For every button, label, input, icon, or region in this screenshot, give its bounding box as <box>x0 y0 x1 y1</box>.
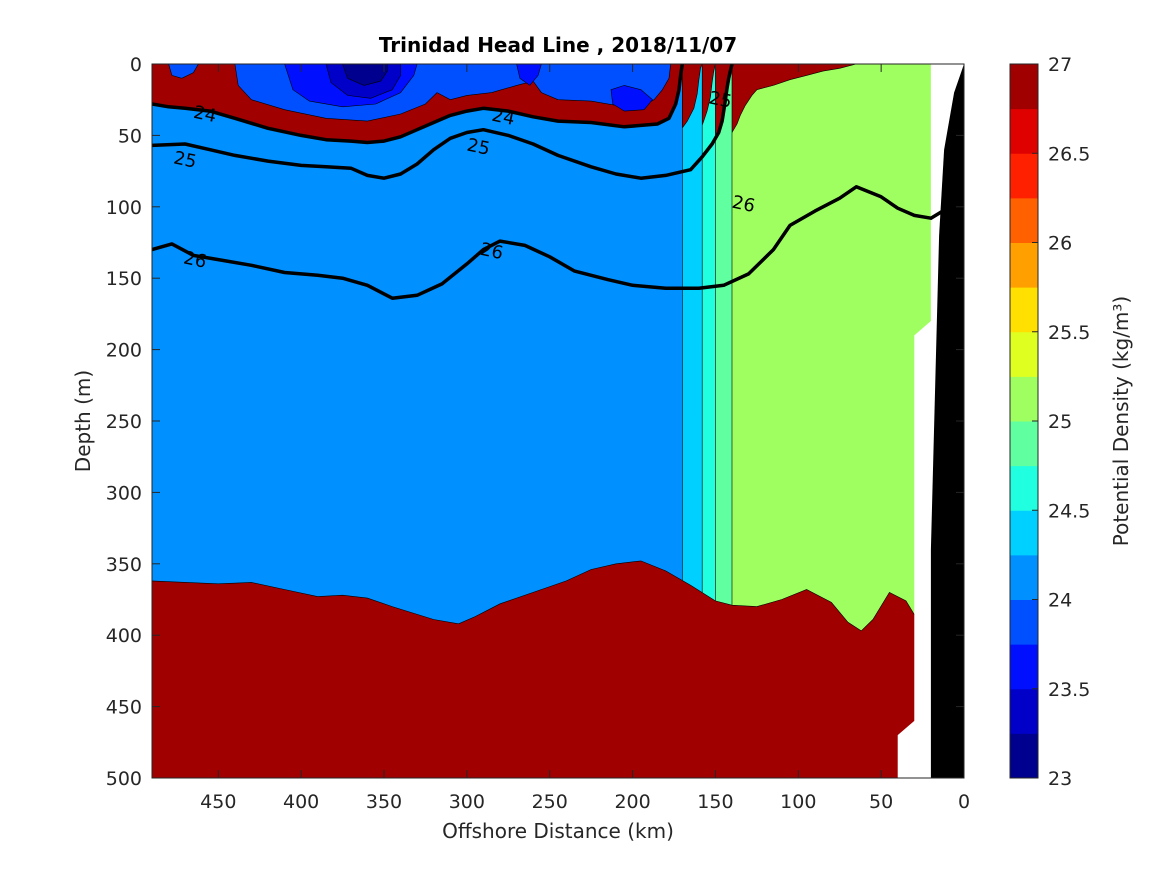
x-tick-label: 150 <box>697 791 733 813</box>
colorbar-ticks: 23 23.5 24 24.5 25 25.5 26 26.5 27 <box>1032 54 1090 790</box>
density-contour-fill <box>152 64 964 778</box>
contour-label-4: 25 <box>707 88 734 113</box>
colorbar-tick-label: 24.5 <box>1048 500 1090 522</box>
y-tick-label: 50 <box>118 125 142 147</box>
bold-contour-0 <box>152 64 685 145</box>
x-tick-label: 200 <box>614 791 650 813</box>
y-tick-label: 450 <box>106 697 142 719</box>
density-patch-4 <box>610 85 653 112</box>
colorbar-swatch <box>1010 599 1038 645</box>
colorbar-swatch <box>1010 153 1038 199</box>
chart-title: Trinidad Head Line , 2018/11/07 <box>379 33 737 57</box>
density-patch-6 <box>342 64 388 86</box>
y-tick-label: 400 <box>106 625 142 647</box>
y-axis-label: Depth (m) <box>71 370 95 472</box>
x-tick-label: 50 <box>869 791 893 813</box>
colorbar-tick-label: 27 <box>1048 54 1072 76</box>
colorbar-swatch <box>1010 465 1038 511</box>
density-patch-0 <box>168 64 199 79</box>
colorbar-swatch <box>1010 644 1038 690</box>
density-patch-3 <box>516 64 542 86</box>
x-tick-label: 350 <box>366 791 402 813</box>
colorbar-swatch <box>1010 64 1038 110</box>
colorbar-swatch <box>1010 376 1038 422</box>
x-tick-label: 250 <box>532 791 568 813</box>
contour-labels: 24 24 25 25 25 26 26 26 <box>172 88 757 273</box>
colorbar <box>1009 63 1039 779</box>
seafloor <box>930 64 964 778</box>
colorbar-tick-label: 26.5 <box>1048 143 1090 165</box>
x-tick-label: 300 <box>449 791 485 813</box>
contour-label-1: 24 <box>490 105 517 130</box>
contour-label-0: 24 <box>192 102 219 127</box>
contour-label-5: 26 <box>182 247 209 272</box>
colorbar-swatch <box>1010 510 1038 556</box>
bold-contour-lines <box>152 64 964 300</box>
x-tick-label: 100 <box>780 791 816 813</box>
x-axis-ticks: 450 400 350 300 250 200 150 100 50 0 <box>200 64 970 813</box>
colorbar-swatch <box>1010 197 1038 243</box>
colorbar-tick-label: 23.5 <box>1048 679 1090 701</box>
colorbar-swatch <box>1010 242 1038 288</box>
x-tick-label: 400 <box>283 791 319 813</box>
contour-label-2: 25 <box>172 148 199 173</box>
colorbar-label: Potential Density (kg/m³) <box>1109 296 1133 547</box>
colorbar-tick-label: 25 <box>1048 411 1072 433</box>
density-layer-deep <box>152 560 964 778</box>
colorbar-swatch <box>1010 331 1038 377</box>
x-tick-label: 0 <box>958 791 970 813</box>
bold-contour-1 <box>152 64 734 180</box>
y-axis-ticks: 0 50 100 150 200 250 300 350 400 450 500 <box>106 54 964 790</box>
contour-label-7: 26 <box>730 192 757 217</box>
colorbar-swatch <box>1010 287 1038 333</box>
bold-contour-2 <box>152 185 964 300</box>
y-tick-label: 100 <box>106 197 142 219</box>
y-tick-label: 250 <box>106 411 142 433</box>
x-tick-label: 450 <box>200 791 236 813</box>
x-axis-label: Offshore Distance (km) <box>442 819 674 843</box>
colorbar-tick-label: 26 <box>1048 233 1072 255</box>
colorbar-swatch <box>1010 554 1038 600</box>
y-tick-label: 300 <box>106 482 142 504</box>
colorbar-swatch <box>1010 733 1038 779</box>
contour-label-3: 25 <box>465 135 492 160</box>
y-tick-label: 150 <box>106 268 142 290</box>
colorbar-swatch <box>1010 421 1038 467</box>
y-tick-label: 200 <box>106 340 142 362</box>
colorbar-swatch <box>1010 688 1038 734</box>
colorbar-tick-label: 23 <box>1048 768 1072 790</box>
colorbar-swatch <box>1010 108 1038 154</box>
colorbar-tick-label: 25.5 <box>1048 322 1090 344</box>
colorbar-tick-label: 24 <box>1048 590 1072 612</box>
y-tick-label: 0 <box>130 54 142 76</box>
y-tick-label: 350 <box>106 554 142 576</box>
y-tick-label: 500 <box>106 768 142 790</box>
contour-label-6: 26 <box>478 239 505 264</box>
